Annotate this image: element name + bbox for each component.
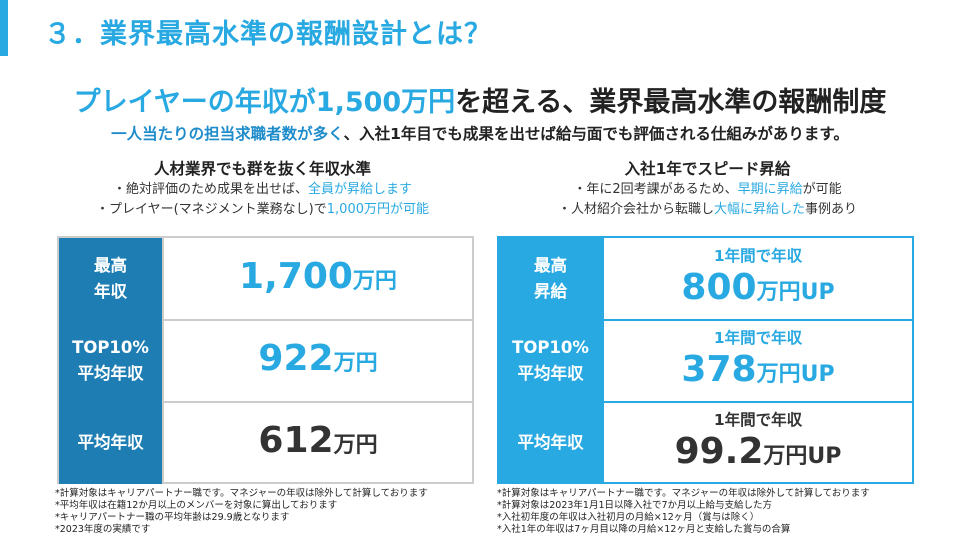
value-unit: 万円: [352, 268, 397, 294]
right-column-title: 入社1年でスピード昇給: [624, 160, 791, 178]
row-value: 1年間で年収 800万円UP: [604, 238, 912, 320]
row-label: TOP10% 平均年収: [59, 320, 162, 402]
value-unit: 万円: [333, 432, 378, 458]
row-value: 612万円: [164, 402, 472, 484]
row-value: 1,700万円: [164, 238, 472, 320]
row-label: 平均年収: [59, 402, 162, 484]
value-text: 99.2万円UP: [674, 430, 842, 477]
value-text: 922万円: [258, 337, 378, 384]
value-number: 99.2: [674, 430, 764, 472]
row-label: TOP10% 平均年収: [499, 320, 602, 402]
row-value: 922万円: [164, 320, 472, 402]
value-text: 1,700万円: [239, 255, 397, 302]
row-value: 1年間で年収 99.2万円UP: [604, 402, 912, 484]
row-label-line-1: TOP10%: [72, 338, 149, 357]
headline-highlight: プレイヤーの年収が1,500万円: [73, 87, 456, 118]
row-label: 平均年収: [499, 402, 602, 484]
value-caption: 1年間で年収: [713, 246, 803, 265]
salary-raise-table: 最高 昇給 1年間で年収 800万円UP TOP10% 平均年収 1年間で年収 37…: [497, 236, 914, 484]
right-bullet-2-text: ・人材紹介会社から転職し: [557, 202, 714, 217]
row-label-line-2: 年収: [94, 282, 127, 301]
slide-title: ３．業界最高水準の報酬設計とは？: [44, 19, 492, 50]
value-number: 612: [258, 419, 334, 461]
footnote: *計算対象はキャリアパートナー職です。マネジャーの年収は除外して計算しております: [497, 488, 870, 499]
table-row: 平均年収 612万円: [59, 402, 472, 484]
row-label: 最高 年収: [59, 238, 162, 320]
value-text: 612万円: [258, 419, 378, 466]
footnote: *平均年収は在籍12か月以上のメンバーを対象に算出しております: [55, 500, 338, 511]
table-row: 最高年収 1,700万円: [59, 238, 472, 321]
footnote: *計算対象はキャリアパートナー職です。マネジャーの年収は除外して計算しております: [55, 488, 428, 499]
right-bullet-1-highlight: 早期に昇給: [737, 182, 803, 197]
footnote: *2023年度の実績です: [55, 524, 151, 535]
left-column-title: 人材業界でも群を抜く年収水準: [153, 160, 371, 178]
right-footnotes: *計算対象はキャリアパートナー職です。マネジャーの年収は除外して計算しております…: [497, 488, 870, 536]
value-unit: 万円UP: [756, 361, 835, 387]
row-separator: [604, 319, 912, 321]
annual-income-table: 最高 年収 1,700万円 TOP10% 平均年収 922万円 平均年収 612万円: [57, 236, 474, 484]
row-label-line-2: 平均年収: [77, 364, 144, 383]
footnote: *入社初年度の年収は入社初月の月給×12ヶ月（賞与は除く）: [497, 512, 760, 523]
subheadline: 一人当たりの担当求職者数が多く、入社1年目でも成果を出せば給与面でも評価される仕…: [0, 122, 960, 144]
row-divider: [602, 402, 604, 484]
row-value: 1年間で年収 378万円UP: [604, 320, 912, 402]
value-caption: 1年間で年収: [713, 410, 803, 429]
row-separator: [604, 401, 912, 403]
table-row: 平均年収 1年間で年収 99.2万円UP: [499, 402, 912, 484]
right-bullet-1: ・年に2回考課があるため、早期に昇給が可能: [495, 180, 920, 200]
right-column-header: 入社1年でスピード昇給 ・年に2回考課があるため、早期に昇給が可能 ・人材紹介会…: [495, 158, 920, 220]
row-label-line-1: 平均年収: [517, 433, 584, 452]
row-label-line-2: 平均年収: [517, 364, 584, 383]
left-footnotes: *計算対象はキャリアパートナー職です。マネジャーの年収は除外して計算しております…: [55, 488, 428, 536]
row-divider: [162, 320, 164, 402]
value-text: 800万円UP: [681, 266, 835, 313]
headline: プレイヤーの年収が1,500万円を超える、業界最高水準の報酬制度: [0, 80, 960, 119]
row-divider: [162, 238, 164, 320]
value-text: 378万円UP: [681, 348, 835, 395]
right-bullet-1-tail: が可能: [802, 182, 842, 197]
footnote: *計算対象は2023年1月1日以降入社で7か月以上給与支給した方: [497, 500, 773, 511]
value-unit: 万円UP: [756, 279, 835, 305]
subheadline-highlight: 一人当たりの担当求職者数が多く: [111, 125, 344, 143]
footnote: *入社1年の年収は7ヶ月目以降の月給×12ヶ月と支給した賞与の合算: [497, 524, 791, 535]
value-unit: 万円UP: [763, 443, 842, 469]
left-bullet-1-highlight: 全員が昇給します: [308, 182, 413, 197]
row-label-line-1: 最高: [94, 256, 127, 275]
value-caption: 1年間で年収: [713, 328, 803, 347]
subheadline-rest: 、入社1年目でも成果を出せば給与面でも評価される仕組みがあります。: [343, 125, 849, 143]
table-row: 最高昇給 1年間で年収 800万円UP: [499, 238, 912, 321]
value-number: 800: [681, 266, 757, 308]
row-label-line-1: 平均年収: [77, 433, 144, 452]
value-number: 378: [681, 348, 757, 390]
right-bullet-2-tail: 事例あり: [805, 202, 858, 217]
headline-rest: を超える、業界最高水準の報酬制度: [455, 87, 887, 118]
row-divider: [602, 238, 604, 320]
right-bullet-2-highlight: 大幅に昇給した: [713, 202, 805, 217]
row-label-line-1: 最高: [534, 256, 567, 275]
value-number: 1,700: [239, 255, 353, 297]
footnote: *キャリアパートナー職の平均年齢は29.9歳となります: [55, 512, 290, 523]
value-number: 922: [258, 337, 334, 379]
table-row: TOP10% 平均年収 922万円: [59, 320, 472, 403]
right-bullet-1-text: ・年に2回考課があるため、: [573, 182, 738, 197]
row-separator: [164, 319, 472, 321]
left-bullet-1-text: ・絶対評価のため成果を出せば、: [112, 182, 308, 197]
left-bullet-2-text: ・プレイヤー(マネジメント業務なし)で: [96, 202, 327, 217]
row-label-line-1: TOP10%: [512, 338, 589, 357]
row-divider: [162, 402, 164, 484]
row-separator: [164, 401, 472, 403]
left-bullet-2: ・プレイヤー(マネジメント業務なし)で1,000万円が可能: [50, 200, 475, 220]
left-bullet-2-highlight: 1,000万円が可能: [326, 202, 429, 217]
right-bullet-2: ・人材紹介会社から転職し大幅に昇給した事例あり: [495, 200, 920, 220]
table-row: TOP10% 平均年収 1年間で年収 378万円UP: [499, 320, 912, 403]
row-divider: [602, 320, 604, 402]
row-label-line-2: 昇給: [534, 282, 567, 301]
title-accent-bar: [0, 0, 8, 56]
row-label: 最高 昇給: [499, 238, 602, 320]
value-unit: 万円: [333, 350, 378, 376]
left-bullet-1: ・絶対評価のため成果を出せば、全員が昇給します: [50, 180, 475, 200]
left-column-header: 人材業界でも群を抜く年収水準 ・絶対評価のため成果を出せば、全員が昇給します ・…: [50, 158, 475, 220]
